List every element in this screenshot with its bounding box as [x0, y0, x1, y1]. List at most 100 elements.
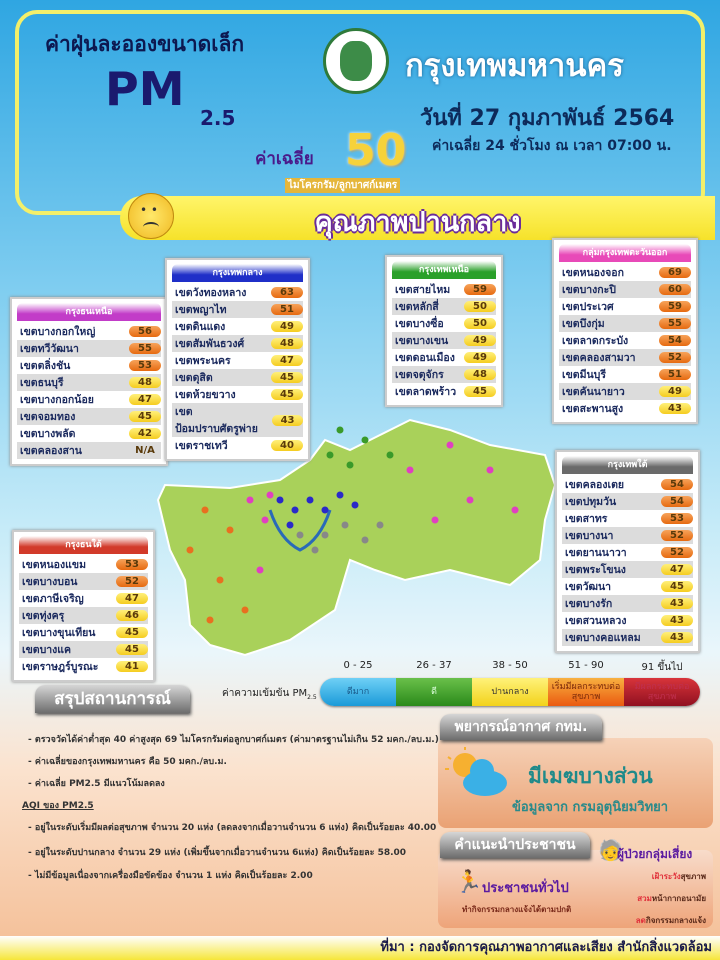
- risk-advice-object: หน้ากากอนามัย: [651, 894, 706, 903]
- station-dot: [306, 496, 314, 504]
- table-row: เขตราชเทวี 40: [172, 437, 303, 454]
- pm-value: 43: [661, 598, 693, 609]
- station-dot: [341, 521, 349, 529]
- district-name: เขตป้อมปราบศัตรูพ่าย: [175, 406, 258, 435]
- station-dot: [326, 451, 334, 459]
- table-row: เขตสาทร 53: [562, 510, 693, 527]
- advice-title: คำแนะนำประชาชน: [440, 832, 590, 858]
- summary-title: สรุปสถานการณ์: [35, 685, 190, 713]
- pm-value: 46: [116, 610, 148, 621]
- table-row: เขตยานนาวา 52: [562, 544, 693, 561]
- district-name: เขตทวีวัฒนา: [20, 343, 79, 355]
- pm-title: PM: [105, 62, 185, 116]
- runner-icon: 🏃: [455, 870, 483, 895]
- district-name: เขตจอมทอง: [20, 411, 76, 423]
- station-dot: [351, 501, 359, 509]
- pm-value: 48: [464, 369, 496, 380]
- district-name: เขตบางนา: [565, 530, 614, 542]
- pm-value: 51: [271, 304, 303, 315]
- summary-line: - ตรวจวัดได้ค่าต่ำสุด 40 ค่าสูงสุด 69 ไม…: [28, 735, 439, 745]
- pm-value: 63: [271, 287, 303, 298]
- aqi-legend-bar: ดีมาก ดี ปานกลาง เริ่มมีผลกระทบต่อสุขภาพ…: [320, 678, 700, 706]
- legend-range-2: 38 - 50: [492, 660, 528, 671]
- pm-value: 45: [116, 644, 148, 655]
- pm-value: 60: [659, 284, 691, 295]
- district-name: เขตประเวศ: [562, 301, 614, 313]
- table-row: เขตปทุมวัน 54: [562, 493, 693, 510]
- legend-moderate: ปานกลาง: [472, 678, 548, 706]
- table-row: เขตมีนบุรี 51: [559, 366, 691, 383]
- table-row: เขตทวีวัฒนา 55: [17, 340, 161, 357]
- table-row: เขตลาดพร้าว 45: [392, 383, 496, 400]
- station-dot: [206, 616, 214, 624]
- table-row: เขตบางขุนเทียน 45: [19, 624, 148, 641]
- district-table: กรุงเทพเหนือ เขตสายไหม 59 เขตหลักสี่ 50 เขตบา…: [385, 255, 503, 407]
- district-name: เขตคลองเตย: [565, 479, 625, 491]
- pm-value: 55: [129, 343, 161, 354]
- table-title: กรุงธนเหนือ: [17, 303, 161, 321]
- district-name: เขตหลักสี่: [395, 301, 439, 313]
- table-title: กรุงเทพใต้: [562, 456, 693, 474]
- table-row: เขตคลองสามวา 52: [559, 349, 691, 366]
- station-dot: [286, 521, 294, 529]
- station-dot: [346, 461, 354, 469]
- pm-value: 52: [661, 547, 693, 558]
- risk-advice-object: สุขภาพ: [680, 872, 706, 881]
- advice-general-text: ทำกิจกรรมกลางแจ้งได้ตามปกติ: [462, 905, 572, 914]
- pm-value: 45: [464, 386, 496, 397]
- pm-subscript: 2.5: [200, 106, 236, 130]
- station-dot: [241, 606, 249, 614]
- legend-range-4: 91 ขึ้นไป: [641, 662, 683, 673]
- pm-value: 54: [661, 496, 693, 507]
- pm-value: 69: [659, 267, 691, 278]
- table-row: เขตบางคอแหลม 43: [562, 629, 693, 646]
- pm-value: 41: [116, 661, 148, 672]
- pm-value: 49: [659, 386, 691, 397]
- subtitle: ค่าฝุ่นละอองขนาดเล็ก: [45, 32, 245, 56]
- table-row: เขตป้อมปราบศัตรูพ่าย 43: [172, 403, 303, 437]
- pm-value: 47: [271, 355, 303, 366]
- pm-value: 51: [659, 369, 691, 380]
- forecast-condition: มีเมฆบางส่วน: [528, 764, 653, 788]
- pm-value: 50: [464, 318, 496, 329]
- district-name: เขตบางขุนเทียน: [22, 627, 96, 639]
- district-name: เขตคลองสามวา: [562, 352, 636, 364]
- table-row: เขตคันนายาว 49: [559, 383, 691, 400]
- table-row: เขตบางกอกใหญ่ 56: [17, 323, 161, 340]
- summary-line: - อยู่ในระดับปานกลาง จำนวน 29 แห่ง (เพิ่…: [28, 848, 407, 858]
- station-dot: [321, 506, 329, 514]
- advice-risk-title: ผู้ป่วยกลุ่มเสี่ยง: [617, 847, 693, 861]
- forecast-source: ข้อมูลจาก กรมอุตุนิยมวิทยา: [512, 800, 669, 815]
- table-row: เขตบางกอกน้อย 47: [17, 391, 161, 408]
- station-dot: [446, 441, 454, 449]
- table-row: เขตบางแค 45: [19, 641, 148, 658]
- district-name: เขตสัมพันธวงศ์: [175, 338, 245, 350]
- pm-value: 49: [464, 352, 496, 363]
- table-row: เขตจตุจักร 48: [392, 366, 496, 383]
- pm-value: 47: [661, 564, 693, 575]
- station-dot: [486, 466, 494, 474]
- summary-line: - ค่าเฉลี่ย PM2.5 มีแนวโน้มลดลง: [28, 779, 165, 789]
- station-dot: [256, 566, 264, 574]
- station-dot: [376, 521, 384, 529]
- pm-value: 56: [129, 326, 161, 337]
- quality-text: คุณภาพปานกลาง: [314, 207, 521, 238]
- partly-cloudy-icon: [445, 747, 507, 796]
- legend-very-good: ดีมาก: [320, 678, 396, 706]
- table-title: กรุงเทพกลาง: [172, 264, 303, 282]
- district-name: เขตดินแดง: [175, 321, 226, 333]
- district-name: เขตจตุจักร: [395, 369, 444, 381]
- summary-line: - ไม่มีข้อมูลเนื่องจากเครื่องมือขัดข้อง …: [28, 871, 313, 881]
- district-name: เขตภาษีเจริญ: [22, 593, 84, 605]
- district-name: เขตลาดกระบัง: [562, 335, 629, 347]
- summary-line: - อยู่ในระดับเริ่มมีผลต่อสุขภาพ จำนวน 20…: [28, 823, 437, 833]
- pm-value: 49: [271, 321, 303, 332]
- station-dot: [431, 516, 439, 524]
- district-name: เขตสะพานสูง: [562, 403, 624, 415]
- district-name: เขตบางเขน: [395, 335, 449, 347]
- district-name: เขตสวนหลวง: [565, 615, 627, 627]
- district-name: เขตมีนบุรี: [562, 369, 606, 381]
- district-name: เขตบางพลัด: [20, 428, 76, 440]
- station-dot: [321, 531, 329, 539]
- district-name: เขตสาทร: [565, 513, 608, 525]
